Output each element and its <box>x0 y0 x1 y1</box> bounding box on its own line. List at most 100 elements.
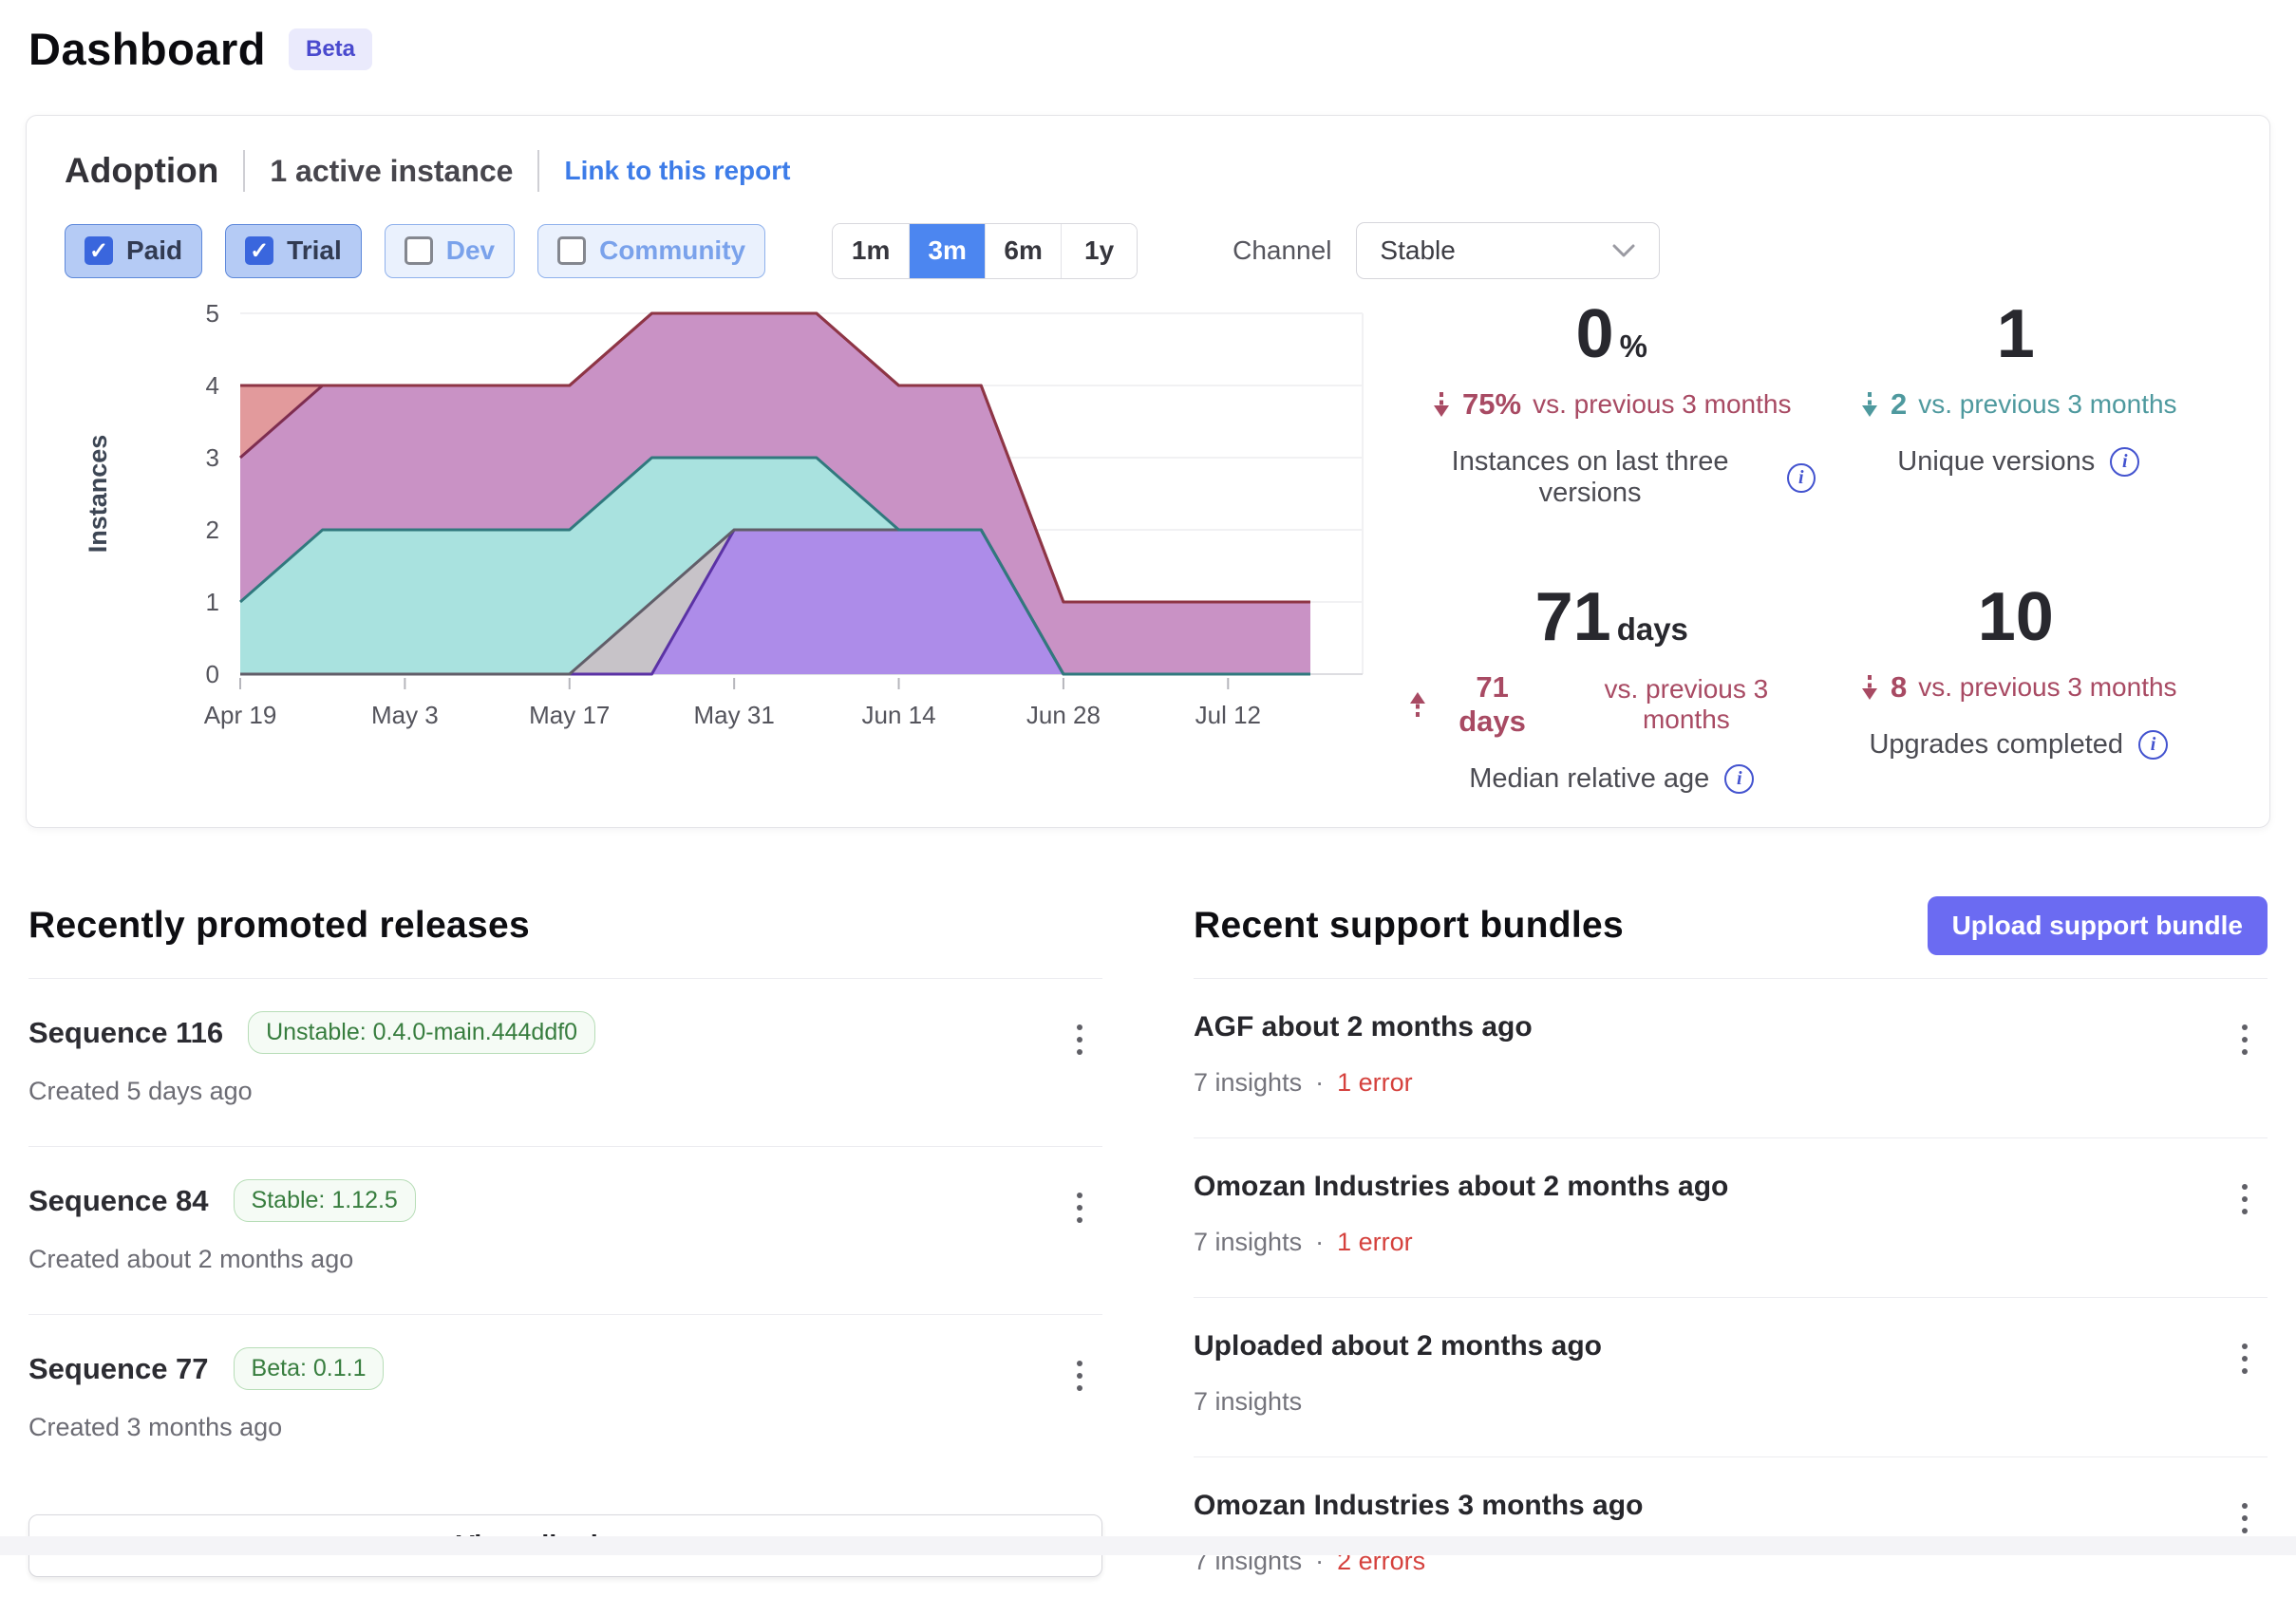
kebab-menu-icon[interactable] <box>2226 1494 2264 1543</box>
range-6m[interactable]: 6m <box>985 223 1062 278</box>
filter-chip-trial[interactable]: Trial <box>225 223 362 278</box>
adoption-stats: 0 % 75% vs. previous 3 months Instances … <box>1389 294 2269 795</box>
page-title: Dashboard <box>28 24 266 74</box>
bundle-insights: 7 insights <box>1194 1228 1303 1256</box>
stat-delta: 2 vs. previous 3 months <box>1860 387 2177 422</box>
svg-text:4: 4 <box>206 371 219 400</box>
release-row-main: Sequence 77 Beta: 0.1.1 Created 3 months… <box>28 1347 385 1442</box>
lower-sections: Recently promoted releases Sequence 116 … <box>28 896 2268 1616</box>
support-bundles-section-head: Recent support bundles Upload support bu… <box>1194 896 2268 955</box>
svg-text:May 3: May 3 <box>371 701 439 729</box>
stat-label: Median relative age i <box>1469 763 1755 795</box>
release-title: Sequence 77 <box>28 1351 209 1385</box>
filter-label: Trial <box>287 235 342 265</box>
bundle-errors: 1 error <box>1337 1068 1413 1097</box>
adoption-body: Apr 19 May 3 May 17 May 31 Jun 14 Jun 28 Jul 1… <box>65 294 2269 795</box>
stat-instances-last-three-versions: 0 % 75% vs. previous 3 months Instances … <box>1408 300 1816 509</box>
info-icon[interactable]: i <box>2138 730 2169 760</box>
kebab-menu-icon[interactable] <box>1061 1183 1099 1232</box>
support-bundles-heading: Recent support bundles <box>1194 905 1624 946</box>
checkbox-icon <box>404 236 433 265</box>
svg-text:Instances: Instances <box>84 435 112 554</box>
svg-text:3: 3 <box>206 443 219 472</box>
stat-value: 71 days <box>1535 583 1688 651</box>
trend-arrow-icon <box>1434 392 1450 417</box>
release-row: Sequence 77 Beta: 0.1.1 Created 3 months… <box>28 1314 1102 1482</box>
release-row-main: Sequence 84 Stable: 1.12.5 Created about… <box>28 1179 416 1274</box>
releases-section-head: Recently promoted releases <box>28 896 1102 955</box>
stat-label: Instances on last three versions i <box>1408 446 1816 509</box>
stat-unit: % <box>1619 329 1647 364</box>
kebab-menu-icon[interactable] <box>1061 1351 1099 1400</box>
release-created: Created 3 months ago <box>28 1413 283 1441</box>
time-range-group: 1m 3m 6m 1y <box>832 222 1139 279</box>
trend-arrow-icon <box>1861 675 1877 700</box>
svg-text:1: 1 <box>206 588 219 616</box>
delta-caption: vs. previous 3 months <box>1604 674 1769 734</box>
info-icon[interactable]: i <box>2110 447 2140 477</box>
svg-text:May 31: May 31 <box>694 701 775 729</box>
adoption-chart-wrap: Apr 19 May 3 May 17 May 31 Jun 14 Jun 28 Jul 1… <box>65 294 1389 795</box>
support-bundles-section: Recent support bundles Upload support bu… <box>1194 896 2268 1616</box>
bundle-row-main: Omozan Industries 3 months ago 7 insight… <box>1194 1490 1643 1576</box>
range-3m[interactable]: 3m <box>909 223 986 278</box>
meta-dot: · <box>1315 1068 1325 1097</box>
stat-delta: 8 vs. previous 3 months <box>1860 670 2177 705</box>
filter-label: Paid <box>126 235 183 265</box>
range-1y[interactable]: 1y <box>1061 223 1138 278</box>
release-row: Sequence 84 Stable: 1.12.5 Created about… <box>28 1146 1102 1314</box>
stat-upgrades-completed: 10 8 vs. previous 3 months Upgrades comp… <box>1816 583 2223 795</box>
kebab-menu-icon[interactable] <box>2226 1174 2264 1224</box>
adoption-controls: Paid Trial Dev Community 1m 3m 6m 1y Cha… <box>65 222 2269 279</box>
kebab-menu-icon[interactable] <box>1061 1015 1099 1064</box>
page-footer-strip <box>0 1536 2296 1555</box>
release-channel-badge: Stable: 1.12.5 <box>233 1179 416 1222</box>
trend-arrow-icon <box>1409 692 1425 717</box>
active-instance-count: 1 active instance <box>270 153 514 188</box>
support-bundle-row[interactable]: Uploaded about 2 months ago 7 insights <box>1194 1297 2268 1456</box>
bundle-title: Omozan Industries about 2 months ago <box>1194 1171 1729 1202</box>
beta-badge: Beta <box>289 28 373 70</box>
delta-caption: vs. previous 3 months <box>1918 672 2177 702</box>
bundle-meta: 7 insights · 1 error <box>1194 1068 1533 1098</box>
svg-text:5: 5 <box>206 299 219 328</box>
filter-chip-community[interactable]: Community <box>537 223 766 278</box>
stat-label: Unique versions i <box>1897 446 2140 478</box>
delta-value: 8 <box>1890 670 1908 704</box>
kebab-menu-icon[interactable] <box>2226 1334 2264 1383</box>
link-to-report[interactable]: Link to this report <box>564 156 791 185</box>
upload-support-bundle-button[interactable]: Upload support bundle <box>1927 896 2268 955</box>
releases-section: Recently promoted releases Sequence 116 … <box>28 896 1102 1616</box>
filter-chip-dev[interactable]: Dev <box>384 223 516 278</box>
stat-number: 10 <box>1977 579 2054 655</box>
svg-text:0: 0 <box>206 660 219 688</box>
range-1m[interactable]: 1m <box>833 223 910 278</box>
channel-select[interactable]: Stable <box>1356 222 1661 279</box>
support-bundle-row[interactable]: Omozan Industries about 2 months ago 7 i… <box>1194 1137 2268 1297</box>
stat-unit: days <box>1616 611 1688 647</box>
release-title: Sequence 116 <box>28 1015 224 1049</box>
svg-text:Jul 12: Jul 12 <box>1195 701 1261 729</box>
release-row-main: Sequence 116 Unstable: 0.4.0-main.444ddf… <box>28 1011 596 1106</box>
info-icon[interactable]: i <box>1787 462 1816 493</box>
stat-value: 10 <box>1978 583 2060 651</box>
stat-value: 1 <box>1997 300 2041 368</box>
delta-caption: vs. previous 3 months <box>1533 389 1792 419</box>
svg-text:Jun 28: Jun 28 <box>1026 701 1101 729</box>
channel-selected-value: Stable <box>1380 235 1456 265</box>
svg-text:May 17: May 17 <box>529 701 610 729</box>
svg-text:2: 2 <box>206 516 219 544</box>
kebab-menu-icon[interactable] <box>2226 1015 2264 1064</box>
delta-value: 2 <box>1890 387 1908 421</box>
bundle-row-main: Uploaded about 2 months ago 7 insights <box>1194 1330 1602 1417</box>
bundle-title: Uploaded about 2 months ago <box>1194 1330 1603 1362</box>
info-icon[interactable]: i <box>1724 764 1755 794</box>
svg-text:Apr 19: Apr 19 <box>204 701 277 729</box>
delta-value: 71 days <box>1459 670 1526 738</box>
checkbox-icon <box>85 236 113 265</box>
filter-chip-paid[interactable]: Paid <box>65 223 203 278</box>
support-bundle-row[interactable]: AGF about 2 months ago 7 insights · 1 er… <box>1194 978 2268 1137</box>
bundle-title: Omozan Industries 3 months ago <box>1194 1490 1644 1521</box>
bundle-title: AGF about 2 months ago <box>1194 1011 1533 1043</box>
stat-delta: 75% vs. previous 3 months <box>1432 387 1791 422</box>
